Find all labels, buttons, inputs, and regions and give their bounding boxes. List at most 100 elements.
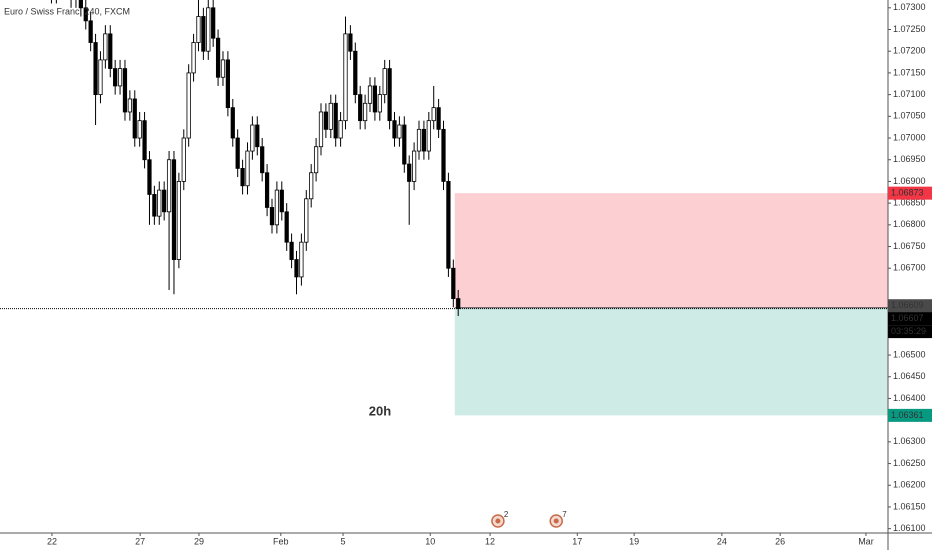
candle-body (166, 159, 172, 213)
candle-body (441, 128, 446, 182)
candle-body (98, 59, 103, 96)
candle-body (304, 198, 309, 243)
candle-body (113, 68, 118, 87)
y-tick-label: 1.06200 (893, 480, 926, 490)
candle-body (157, 189, 162, 217)
y-tick-label: 1.06700 (893, 263, 926, 273)
candle-body (240, 168, 245, 187)
candle-body (421, 128, 427, 152)
candle-body (181, 137, 186, 182)
candle-body (220, 59, 226, 78)
event-marker-core (495, 518, 501, 524)
chart-title: Euro / Swiss Franc, 240, FXCM (4, 6, 130, 16)
candle-body (289, 241, 294, 260)
y-tick-label: 1.07100 (893, 89, 926, 99)
candle-body (206, 7, 211, 52)
x-tick-label: 22 (47, 536, 57, 546)
candle-body (392, 120, 397, 139)
target-zone (454, 307, 888, 416)
candle-body (328, 102, 333, 130)
candle-body (279, 189, 284, 213)
candle-body (260, 146, 265, 174)
y-tick-label: 1.07250 (893, 24, 926, 34)
candle-body (147, 159, 152, 195)
candle-body (323, 111, 329, 130)
x-tick-label: 24 (717, 536, 727, 546)
candle-body (235, 137, 240, 169)
candle-body (358, 94, 363, 122)
candle-body (294, 259, 299, 278)
candle-body (411, 150, 417, 182)
y-tick-label: 1.06900 (893, 176, 926, 186)
candle-body (142, 120, 147, 161)
candle-body (309, 172, 314, 200)
candle-body (451, 267, 456, 300)
candle-body (171, 159, 177, 260)
candle-body (348, 33, 353, 52)
x-tick-label: 27 (135, 536, 145, 546)
x-tick-label: Feb (273, 536, 289, 546)
candle-body (313, 146, 319, 174)
event-marker-core (553, 518, 559, 524)
candle-body (127, 98, 132, 113)
candle-body (152, 194, 157, 217)
stop-price-label-box (888, 186, 932, 200)
x-tick-label: 10 (425, 536, 435, 546)
y-tick-label: 1.07300 (893, 2, 926, 12)
y-tick-label: 1.07150 (893, 67, 926, 77)
candle-body (83, 7, 88, 22)
x-tick-label: 17 (572, 536, 582, 546)
entry-price-label: 1.06609 (891, 300, 924, 310)
candle-body (269, 207, 275, 226)
candle-body (132, 98, 137, 139)
candle-body (211, 7, 216, 39)
y-tick-label: 1.06800 (893, 219, 926, 229)
candle-body (456, 298, 461, 310)
stop-price-label: 1.06873 (891, 188, 924, 198)
candle-body (436, 107, 441, 130)
candle-body (108, 33, 113, 69)
x-tick-label: 12 (485, 536, 495, 546)
target-price-label-box (888, 408, 932, 422)
entry-price-label-box (888, 299, 932, 313)
candle-body (426, 120, 431, 152)
candle-body (407, 163, 412, 182)
candle-body (299, 241, 304, 278)
candle-body (264, 172, 270, 208)
y-tick-label: 1.06500 (893, 349, 926, 359)
candle-body (446, 181, 451, 269)
candle-body (255, 124, 260, 148)
candle-body (333, 102, 338, 139)
candle-body (382, 68, 387, 96)
last-price-label: 1.06607 (891, 313, 924, 323)
candle-body (245, 150, 250, 187)
y-tick-label: 1.06450 (893, 371, 926, 381)
x-tick-label: 5 (341, 536, 346, 546)
y-tick-label: 1.06150 (893, 501, 926, 511)
last-price-label-box (888, 312, 932, 326)
candle-body (196, 16, 201, 43)
y-tick-label: 1.06300 (893, 436, 926, 446)
candle-body (122, 68, 128, 113)
candle-body (230, 107, 235, 139)
y-tick-label: 1.06100 (893, 523, 926, 533)
candle-body (387, 68, 392, 122)
candle-body (362, 102, 368, 122)
candle-body (215, 37, 221, 78)
candle-body (274, 189, 280, 226)
candle-body (318, 111, 324, 148)
y-tick-label: 1.07200 (893, 46, 926, 56)
candle-body (284, 211, 289, 243)
candle-body (186, 72, 191, 139)
candle-body (372, 85, 378, 113)
event-count: 2 (504, 510, 509, 519)
y-tick-label: 1.06950 (893, 154, 926, 164)
x-tick-label: 26 (775, 536, 785, 546)
x-tick-label: Mar (858, 536, 874, 546)
candle-body (431, 107, 436, 122)
event-count: 7 (562, 510, 567, 519)
candle-body (377, 94, 382, 113)
countdown-box (888, 325, 932, 339)
